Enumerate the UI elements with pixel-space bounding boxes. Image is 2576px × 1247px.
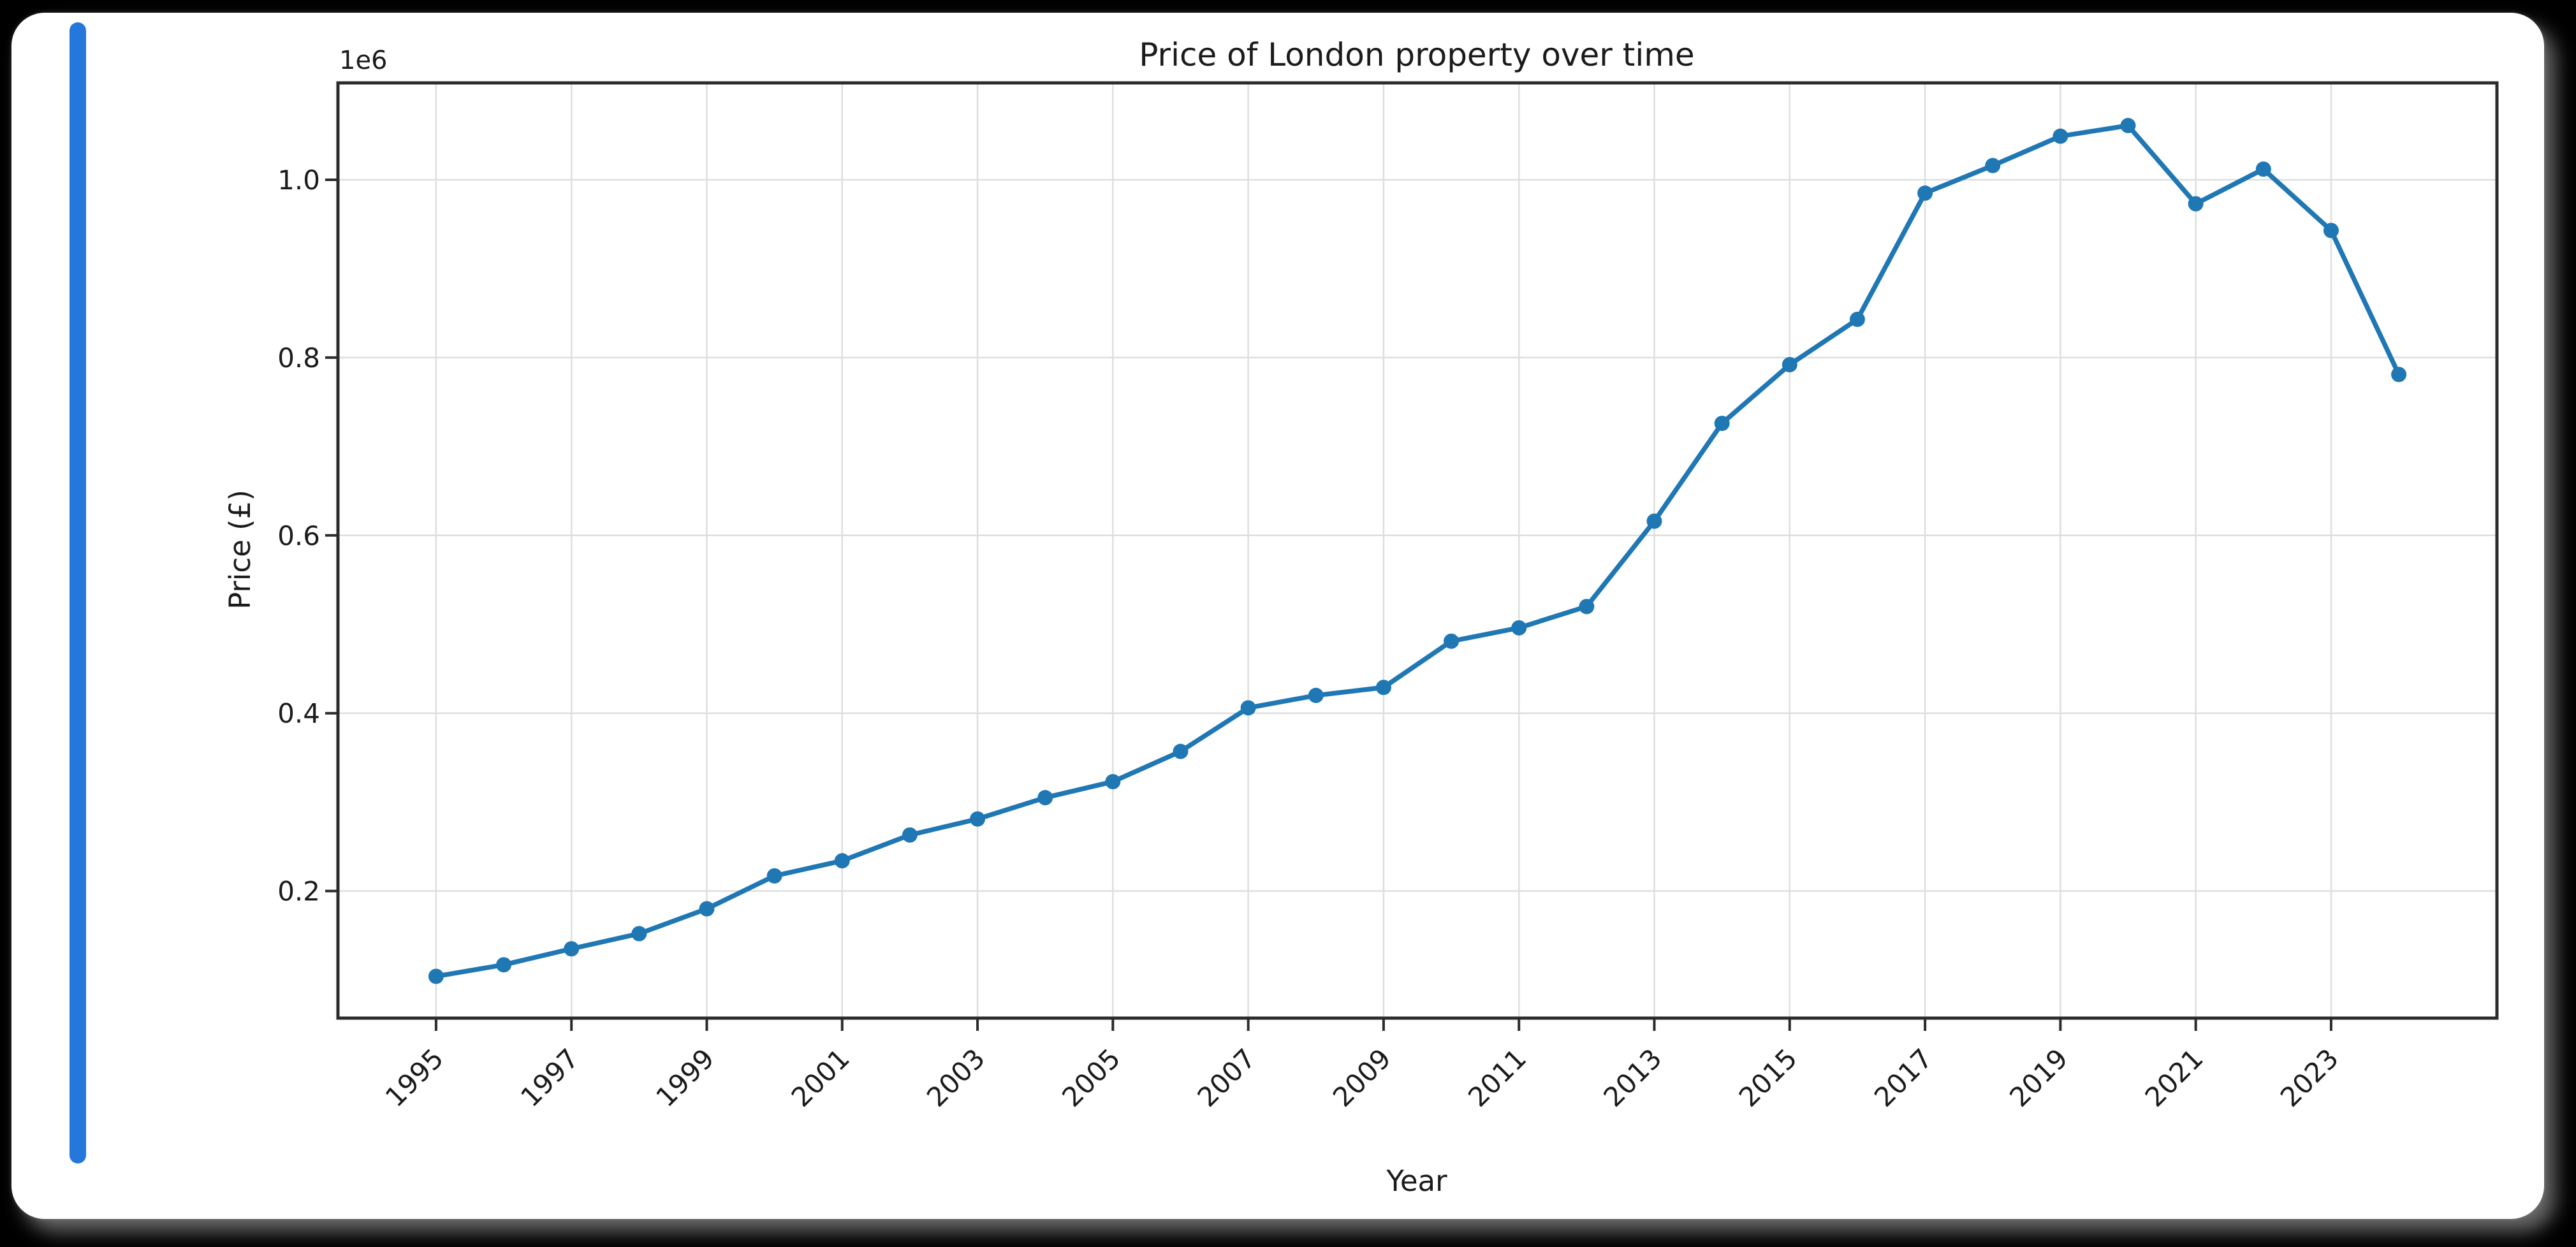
- x-axis-title: Year: [1386, 1164, 1447, 1198]
- axes-layer: 1995 1997 1999 2001 2003 2005 2007 2009 2011 2013…: [277, 81, 2499, 1113]
- data-point-1997: [564, 941, 580, 957]
- data-point-2023: [2323, 222, 2339, 238]
- data-point-2006: [1173, 743, 1189, 759]
- data-point-2021: [2188, 196, 2204, 212]
- data-point-2001: [834, 853, 850, 869]
- data-point-1996: [496, 957, 512, 973]
- x-tick-label: 1997: [515, 1042, 585, 1112]
- x-tick-label: 2023: [2274, 1042, 2345, 1112]
- y-tick-label: 1.0: [277, 164, 320, 196]
- y-tick-label: 0.4: [277, 698, 320, 729]
- data-point-2019: [2053, 128, 2068, 144]
- data-point-2000: [766, 868, 782, 884]
- y-axis-offset-label: 1e6: [339, 46, 388, 75]
- data-point-2020: [2120, 117, 2136, 133]
- price-series: [428, 117, 2407, 984]
- left-scrollbar-thumb[interactable]: [70, 22, 86, 1163]
- x-tick-label: 2017: [1868, 1042, 1938, 1112]
- data-point-2004: [1037, 790, 1053, 806]
- data-point-2007: [1240, 700, 1256, 716]
- x-tick-label: 1999: [650, 1042, 720, 1112]
- data-point-1995: [428, 968, 444, 984]
- data-point-1998: [631, 926, 647, 942]
- data-point-2013: [1646, 513, 1662, 529]
- plot-frame: [336, 81, 2499, 1020]
- data-point-2018: [1985, 157, 2001, 173]
- x-tick-label: 2003: [921, 1042, 991, 1112]
- data-point-2003: [970, 811, 986, 827]
- x-tick-label: 2011: [1462, 1042, 1532, 1112]
- data-point-2024: [2391, 367, 2407, 383]
- y-axis-title: Price (£): [223, 490, 257, 609]
- data-point-2017: [1917, 185, 1933, 201]
- x-tick-label: 2005: [1056, 1042, 1126, 1112]
- data-point-2008: [1308, 687, 1324, 703]
- x-tick-label: 2007: [1191, 1042, 1261, 1112]
- chart-title: Price of London property over time: [1139, 36, 1694, 73]
- data-point-2016: [1849, 311, 1865, 327]
- x-tick-label: 2001: [786, 1042, 856, 1112]
- price-line: [434, 123, 2401, 979]
- x-tick-label: 1995: [379, 1042, 450, 1112]
- data-point-2012: [1579, 599, 1595, 615]
- data-point-1999: [699, 901, 715, 917]
- data-point-2010: [1444, 633, 1460, 649]
- data-point-2022: [2255, 161, 2271, 177]
- x-tick-label: 2009: [1327, 1042, 1397, 1112]
- x-tick-label: 2015: [1733, 1042, 1803, 1112]
- x-tick-label: 2013: [1597, 1042, 1667, 1112]
- data-point-2015: [1782, 357, 1797, 373]
- x-tick-label: 2021: [2139, 1042, 2209, 1112]
- data-point-2011: [1511, 620, 1527, 636]
- y-tick-label: 0.2: [277, 876, 320, 907]
- data-point-2009: [1375, 680, 1391, 696]
- y-tick-label: 0.6: [277, 520, 320, 551]
- grid-layer: [338, 83, 2497, 1018]
- y-tick-label: 0.8: [277, 342, 320, 374]
- data-point-2002: [902, 827, 918, 843]
- data-point-2005: [1105, 774, 1121, 790]
- data-point-2014: [1714, 416, 1730, 432]
- x-tick-label: 2019: [2003, 1042, 2074, 1112]
